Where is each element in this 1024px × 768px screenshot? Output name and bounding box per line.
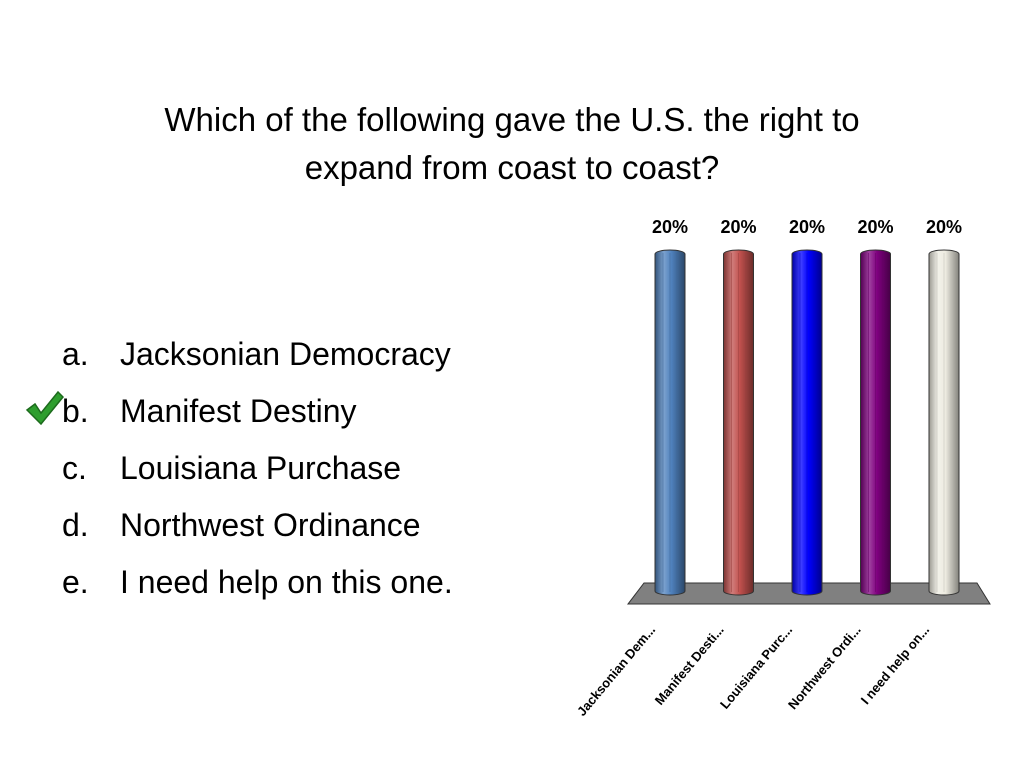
data-label: 20% [720,217,756,237]
option-letter: b. [62,393,89,429]
data-label: 20% [789,217,825,237]
data-label: 20% [926,217,962,237]
response-bar-chart: 20% Jacksonian Dem... 20% Manifest Desti...… [540,205,1010,745]
option-label: I need help on this one. [120,564,453,600]
response-bar-chart-svg: 20% Jacksonian Dem... 20% Manifest Desti...… [574,217,991,719]
data-label: 20% [652,217,688,237]
x-tick-label: Jacksonian Dem... [574,622,658,719]
option-label: Manifest Destiny [120,393,357,429]
x-tick-label: Northwest Ordi... [785,622,864,712]
option-label: Northwest Ordinance [120,507,421,543]
option-letter: a. [62,336,89,372]
x-tick-label: Louisiana Purc... [717,622,795,711]
question-title: Which of the following gave the U.S. the… [80,96,944,192]
option-letter: c. [62,450,87,486]
option-label: Jacksonian Democracy [120,336,451,372]
option-letter: d. [62,507,89,543]
option-label: Louisiana Purchase [120,450,402,486]
option-letter: e. [62,564,89,600]
x-tick-label: Manifest Desti... [652,622,727,707]
question-title-line-1: Which of the following gave the U.S. the… [164,101,860,138]
x-tick-label: I need help on... [858,622,933,707]
checkmark-icon [25,390,64,426]
data-label: 20% [857,217,893,237]
question-title-line-2: expand from coast to coast? [304,149,720,186]
